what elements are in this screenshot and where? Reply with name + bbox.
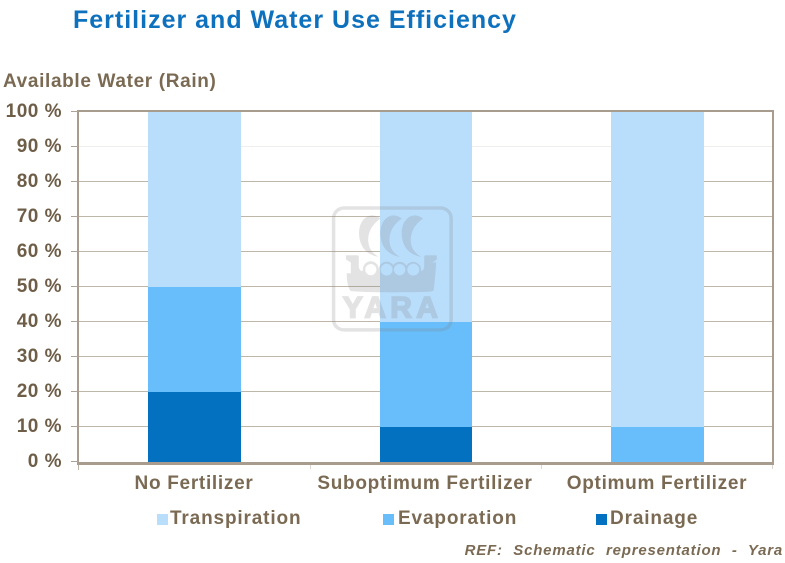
svg-text:YARA: YARA <box>343 292 442 325</box>
